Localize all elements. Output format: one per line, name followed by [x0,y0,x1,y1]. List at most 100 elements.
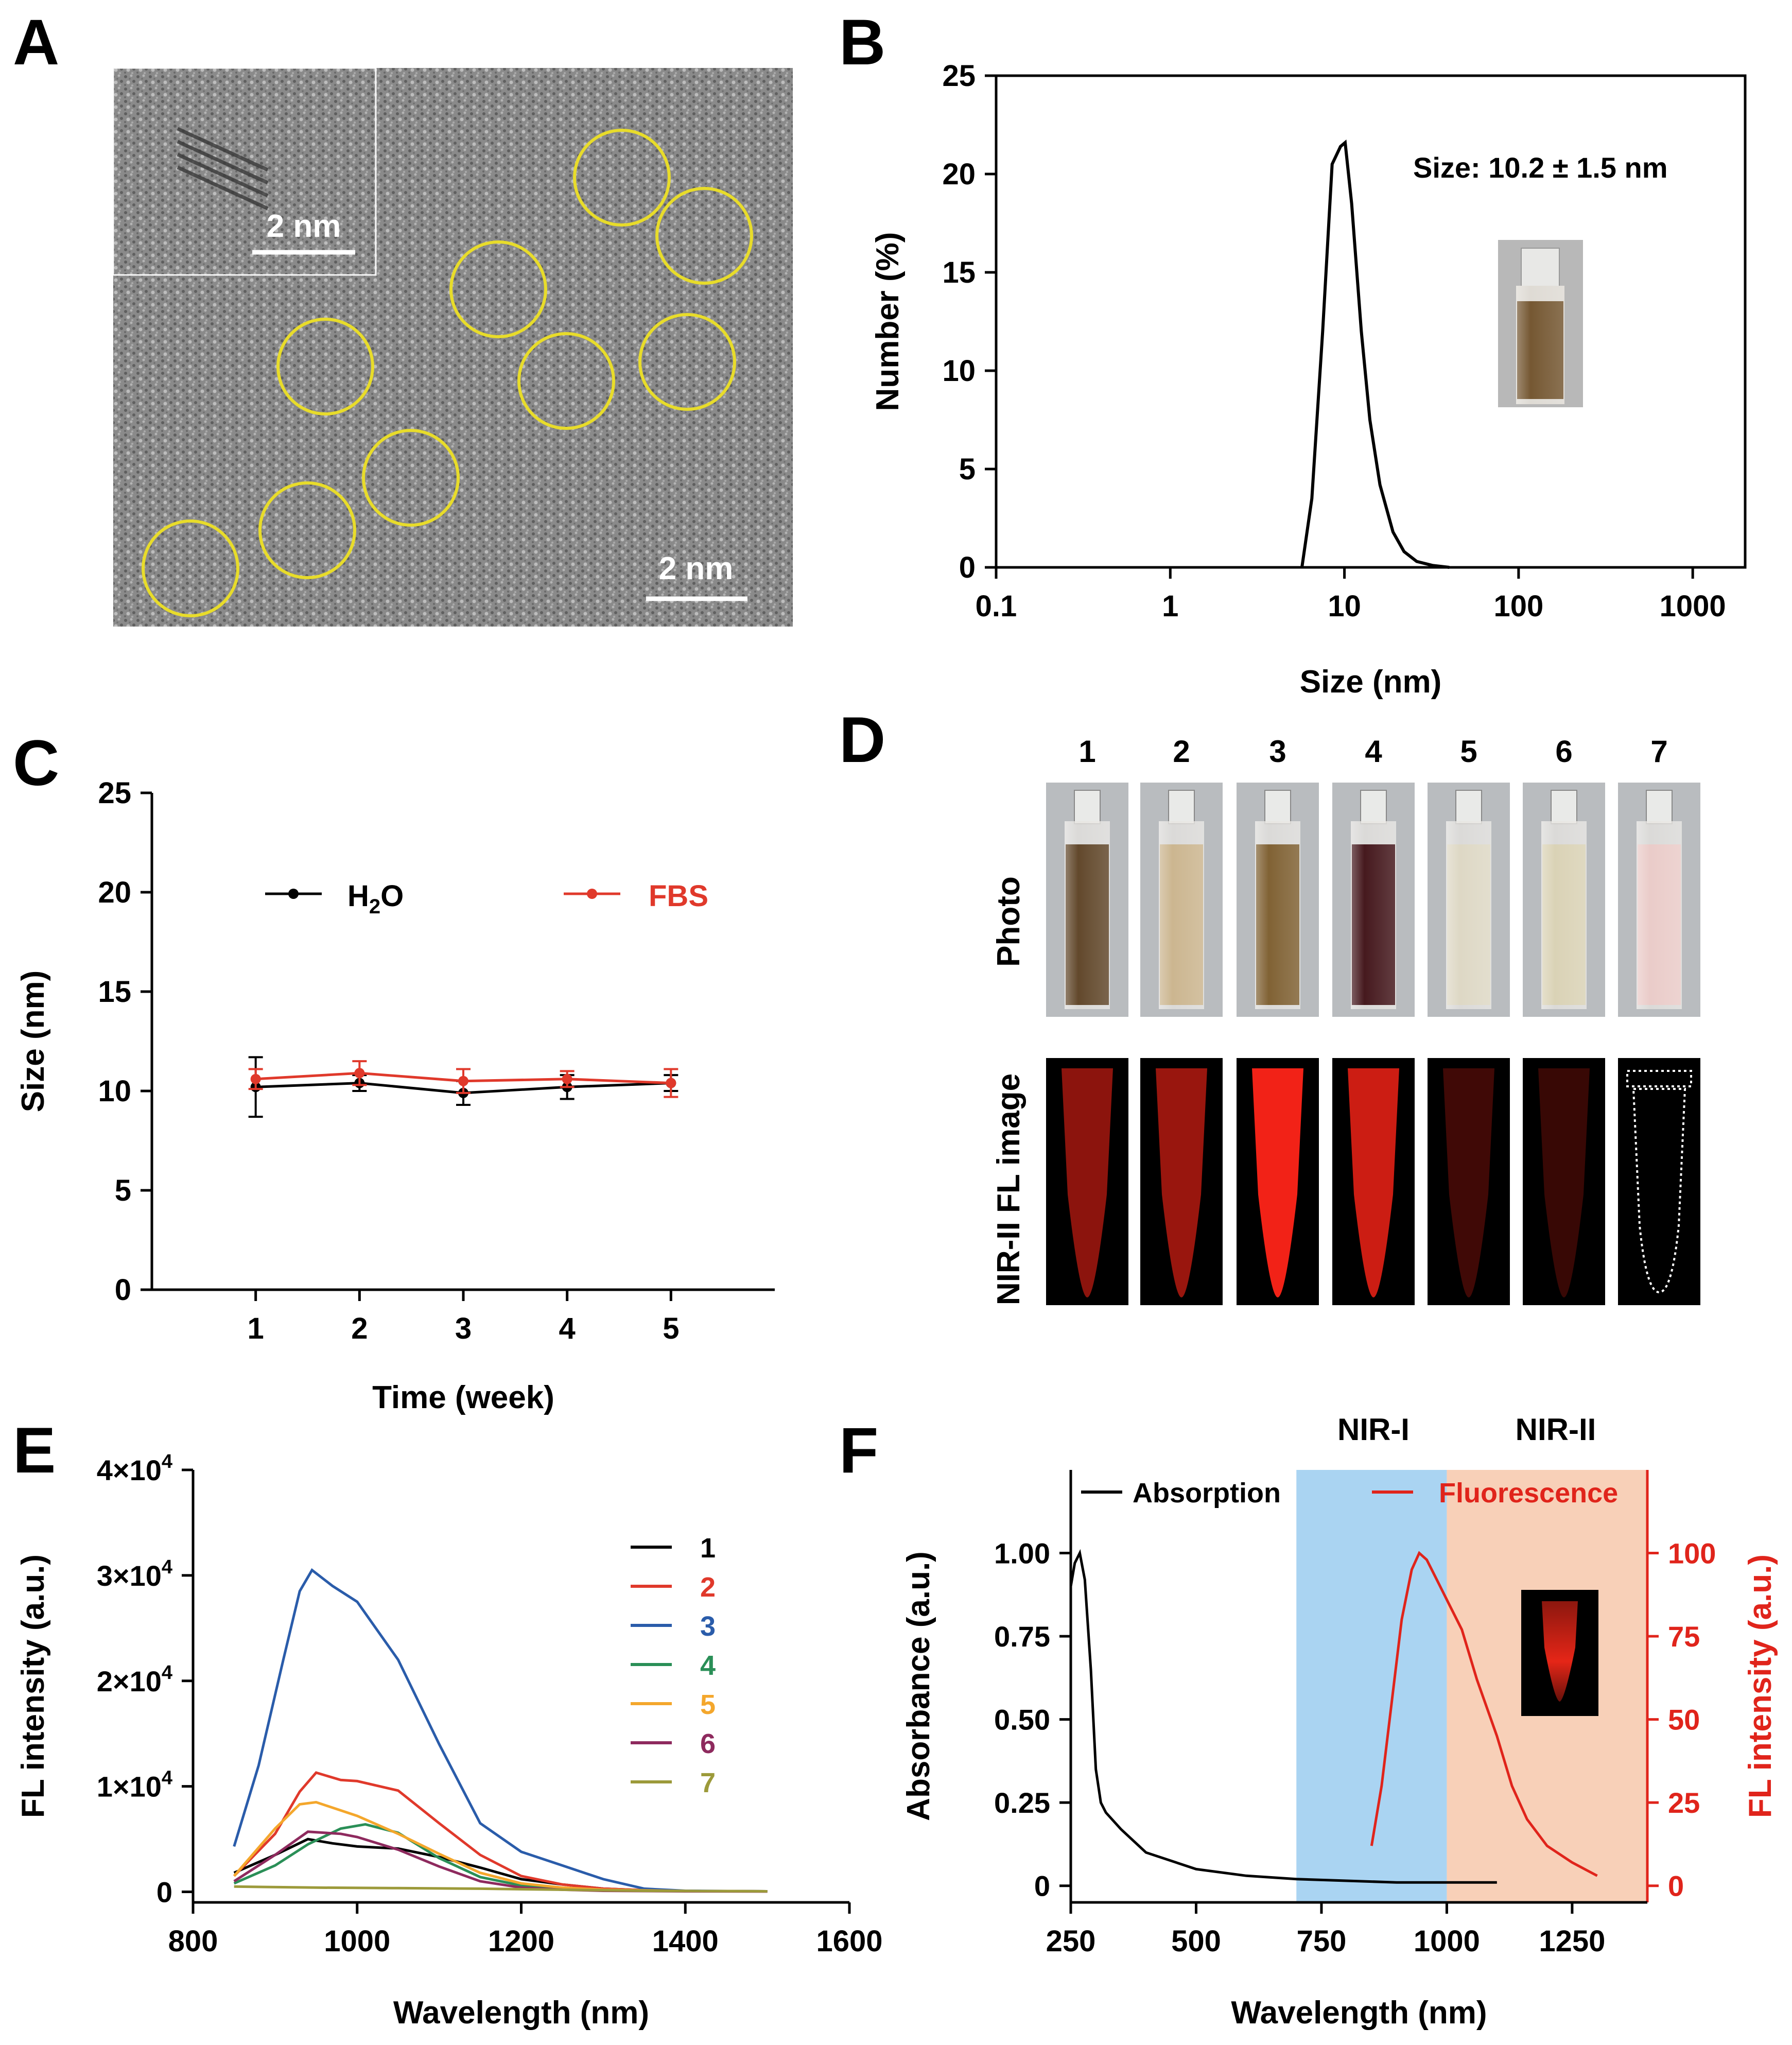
tube-outline [1632,1088,1686,1294]
particle-circle [142,519,239,617]
particle-circle [655,187,753,285]
legend-label: 7 [700,1767,716,1798]
vial-reflection [1351,821,1396,1009]
x-tick-label: 4 [559,1312,576,1345]
panel-e-letter: E [13,1415,56,1486]
legend-label: Absorption [1133,1478,1281,1509]
chart-b-annotation: Size: 10.2 ± 1.5 nm [1413,151,1668,184]
y-tick-label: 10 [942,354,976,388]
vial-reflection [1446,821,1491,1009]
y-tick-label: 15 [98,975,131,1009]
y-tick-label-right: 50 [1668,1704,1700,1736]
panel-d: D Photo NIR-II FL image 1 2 3 4 5 6 7 [839,704,1700,1305]
vial-reflection [1065,821,1110,1009]
fl-glow [1252,1068,1303,1297]
scale-bar-main-label: 2 nm [659,551,734,586]
particle-circle [573,129,671,227]
legend-label: Fluorescence [1439,1478,1618,1509]
legend-label: 3 [700,1611,716,1642]
y-tick-label: 0 [156,1876,172,1909]
legend-label: 1 [700,1533,716,1564]
y-tick-label-right: 75 [1668,1620,1700,1653]
series-line [1300,139,1450,569]
x-tick-label: 2 [351,1312,368,1345]
y-tick-label: 5 [959,453,976,486]
y-tick-label: 3×104 [97,1556,172,1592]
series-line [233,1823,768,1893]
y-tick-label-left: 0.25 [994,1787,1050,1819]
vial-cap [1455,790,1482,824]
chart-e: 0 1×104 2×104 3×104 4×104 800 1000 1200 1400 1600… [15,1451,883,2031]
y-tick-label-left: 0.50 [994,1704,1050,1736]
data-point [250,1073,261,1084]
legend-label: 5 [700,1689,716,1720]
band-nir1 [1296,1470,1447,1902]
y-tick-label: 1×104 [97,1767,172,1803]
y-tick-label: 25 [98,776,131,810]
chart-b-frame [995,74,1747,569]
fl-glow [1062,1068,1113,1297]
series-line [1370,1551,1598,1877]
y-tick-label: 4×104 [97,1451,172,1486]
y-tick-label-left: 0.75 [994,1620,1050,1653]
vial-reflection [1159,821,1204,1009]
y-axis-label: Number (%) [870,232,906,411]
lattice-fringes [177,127,269,211]
legend-h2o-marker [288,889,299,899]
fl-image-bg [1618,1058,1700,1305]
y-tick-label: 15 [942,256,976,289]
sample-number: 7 [1650,734,1667,769]
y-tick-label: 25 [942,59,976,93]
panel-f: F 0 0.25 0.50 0.75 1.00 0 25 50 75 100 250 500 750 10… [839,1412,1778,2031]
vial-photo-b [1498,240,1583,407]
y-axis-label: Size (nm) [15,970,51,1113]
y-tick-label: 10 [98,1075,131,1108]
x-axis-label: Wavelength (nm) [1231,1995,1487,2031]
vial-cap [1646,790,1673,824]
sample-number: 2 [1173,734,1190,769]
panel-d-letter: D [839,704,885,776]
legend-fbs-label: FBS [649,879,708,913]
y-tick-label-right: 100 [1668,1537,1716,1570]
particle-circle [517,332,615,430]
series-line [233,1800,768,1893]
legend-label: 2 [700,1572,716,1603]
panel-a-letter: A [13,7,59,78]
vial-reflection [1541,821,1587,1009]
panel-b: B 0 5 10 15 20 25 0.1 1 10 100 1000 Size (nm) Number… [839,7,1747,700]
fl-image-bg [1523,1058,1605,1305]
series-line [234,1885,768,1893]
sample-number: 3 [1269,734,1286,769]
data-point [562,1073,572,1084]
y-axis-label-right: FL intensity (a.u.) [1743,1554,1778,1818]
x-tick-label: 1000 [1414,1925,1480,1958]
vial-reflection [1255,821,1300,1009]
y-axis-label-left: Absorbance (a.u.) [901,1551,936,1821]
particle-circle [449,240,547,338]
fl-glow [1348,1068,1399,1297]
legend-h2o-label: H2O [347,879,404,918]
x-tick-label: 3 [455,1312,472,1345]
x-tick-label: 1 [248,1312,264,1345]
legend-c: H2O FBS [265,879,708,918]
vial-cap [1551,790,1577,824]
vial-cap [1074,790,1101,824]
particle-circles [142,129,753,617]
band-label-nir2: NIR-II [1516,1412,1596,1447]
scale-bar-inset-label: 2 nm [267,209,341,244]
sample-number: 6 [1555,734,1572,769]
x-tick-label: 5 [663,1312,679,1345]
chart-b: 0 5 10 15 20 25 0.1 1 10 100 1000 Size (nm) Number (… [870,59,1726,700]
particle-circle [258,481,356,579]
particle-circle [638,313,736,411]
x-tick-label: 500 [1171,1925,1221,1958]
x-tick-label: 1 [1162,590,1178,623]
fl-glow [1538,1068,1590,1297]
panel-a: A 2 nm 2 nm [13,7,793,627]
fl-glow [1443,1068,1494,1297]
vial-cap [1168,790,1195,824]
x-tick-label: 100 [1493,590,1543,623]
sample-grid: 1 2 3 4 5 6 7 [1046,734,1700,1305]
